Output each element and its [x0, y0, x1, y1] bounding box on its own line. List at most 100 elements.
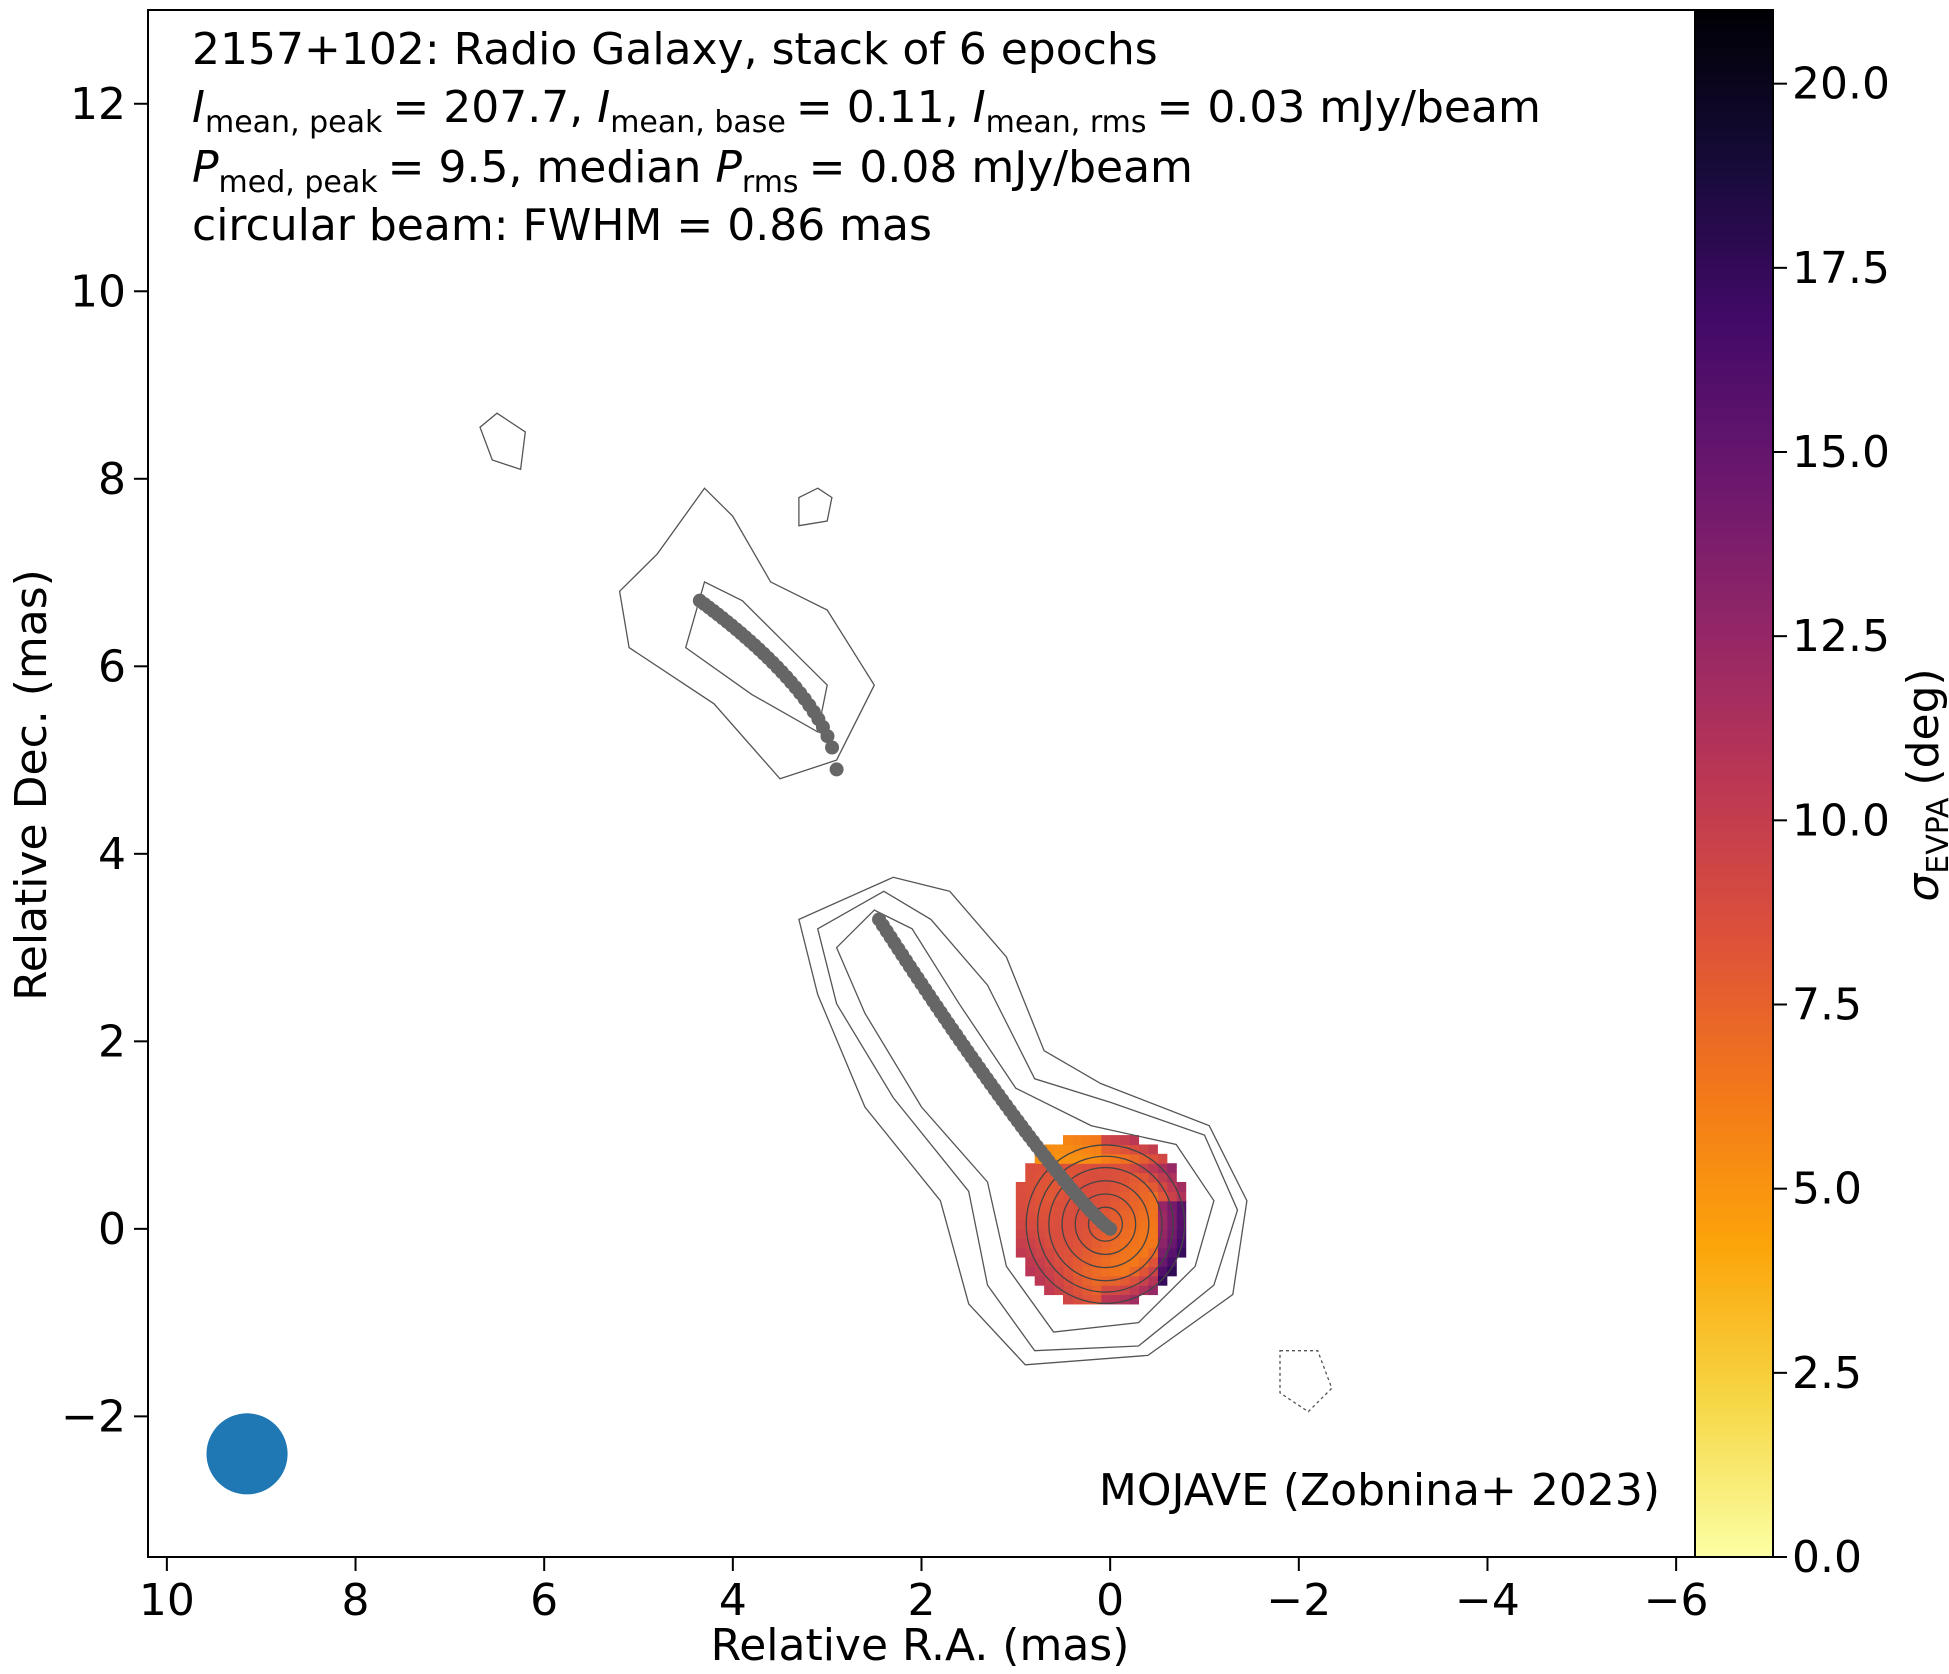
evpa-pixel: [1119, 1228, 1130, 1239]
evpa-pixel: [1166, 1200, 1177, 1211]
evpa-pixel: [1034, 1247, 1045, 1258]
evpa-pixel: [1110, 1256, 1121, 1267]
evpa-pixel: [1110, 1135, 1121, 1146]
evpa-pixel: [1147, 1266, 1158, 1277]
evpa-pixel: [1129, 1172, 1140, 1183]
evpa-pixel: [1025, 1228, 1036, 1239]
evpa-pixel: [1100, 1144, 1111, 1155]
evpa-pixel: [1034, 1275, 1045, 1286]
y-tick-label: −2: [61, 1391, 126, 1442]
contour-line: [1087, 1206, 1124, 1242]
evpa-pixel: [1091, 1238, 1102, 1249]
evpa-pixel: [1166, 1247, 1177, 1258]
contour-line: [1279, 1350, 1333, 1413]
ridge-point: [825, 740, 840, 755]
evpa-pixel: [1119, 1275, 1130, 1286]
x-tick-label: 4: [719, 1575, 747, 1626]
colorbar-tick-label: 12.5: [1792, 611, 1890, 662]
evpa-pixel: [1072, 1275, 1083, 1286]
evpa-pixel: [1147, 1247, 1158, 1258]
y-tick-label: 12: [70, 79, 126, 130]
evpa-pixel: [1015, 1247, 1026, 1258]
evpa-pixel: [1129, 1275, 1140, 1286]
evpa-pixel: [1044, 1200, 1055, 1211]
evpa-pixel: [1053, 1247, 1064, 1258]
evpa-pixel: [1091, 1144, 1102, 1155]
evpa-pixel: [1147, 1153, 1158, 1164]
y-tick-label: 4: [98, 829, 126, 880]
evpa-pixel: [1138, 1181, 1149, 1192]
evpa-pixel: [1062, 1266, 1074, 1277]
contour-line: [684, 580, 828, 733]
evpa-pixel: [1157, 1172, 1168, 1183]
y-tick-label: 8: [98, 454, 126, 505]
evpa-pixel: [1176, 1200, 1187, 1211]
y-tick-label: 6: [98, 641, 126, 692]
evpa-pixel: [1129, 1144, 1140, 1155]
contour-line: [835, 909, 1215, 1333]
evpa-pixel: [1129, 1200, 1140, 1211]
evpa-pixel: [1025, 1200, 1036, 1211]
colorbar-label: σEVPA(deg): [1898, 668, 1949, 901]
evpa-pixel: [1147, 1191, 1158, 1202]
evpa-pixel: [1044, 1144, 1055, 1155]
evpa-pixel: [1147, 1210, 1158, 1221]
evpa-pixel: [1044, 1172, 1055, 1183]
evpa-pixel: [1034, 1181, 1045, 1192]
evpa-pixel: [1053, 1285, 1064, 1296]
evpa-pixel: [1110, 1144, 1121, 1155]
evpa-pixel: [1081, 1275, 1092, 1286]
evpa-pixel: [1081, 1181, 1092, 1192]
colorbar-tick-label: 17.5: [1792, 243, 1890, 294]
evpa-pixel: [1157, 1191, 1168, 1202]
evpa-pixel: [1138, 1210, 1149, 1221]
evpa-pixel: [1062, 1228, 1074, 1239]
evpa-pixel: [1072, 1172, 1083, 1183]
evpa-pixel: [1138, 1191, 1149, 1202]
evpa-pixel: [1157, 1238, 1168, 1249]
evpa-pixel: [1119, 1210, 1130, 1221]
evpa-pixel: [1119, 1191, 1130, 1202]
colorbar-tick-label: 7.5: [1792, 980, 1862, 1031]
ridge-point: [829, 762, 844, 777]
evpa-pixel: [1062, 1210, 1074, 1221]
evpa-pixel: [1044, 1285, 1055, 1296]
contour-line: [1025, 1144, 1186, 1305]
evpa-pixel: [1100, 1266, 1111, 1277]
evpa-pixel: [1062, 1238, 1074, 1249]
evpa-pixel: [1072, 1266, 1083, 1277]
x-tick-label: 2: [908, 1575, 936, 1626]
evpa-pixel: [1119, 1135, 1130, 1146]
evpa-pixel: [1166, 1266, 1177, 1277]
evpa-pixel: [1091, 1135, 1102, 1146]
evpa-pixel: [1110, 1266, 1121, 1277]
evpa-pixel: [1072, 1219, 1083, 1230]
contour-line: [618, 487, 876, 780]
evpa-pixel: [1062, 1135, 1074, 1146]
evpa-pixel: [1129, 1153, 1140, 1164]
colorbar-tick-label: 10.0: [1792, 795, 1890, 846]
contour-line: [479, 412, 526, 471]
evpa-pixel: [1147, 1200, 1158, 1211]
evpa-pixel: [1100, 1285, 1111, 1296]
evpa-pixel: [1034, 1191, 1045, 1202]
evpa-pixel: [1110, 1238, 1121, 1249]
x-tick-label: 0: [1096, 1575, 1124, 1626]
evpa-pixel: [1053, 1256, 1064, 1267]
evpa-pixel: [1100, 1200, 1111, 1211]
evpa-pixel: [1100, 1191, 1111, 1202]
evpa-pixel: [1157, 1266, 1168, 1277]
contour-line: [816, 890, 1239, 1352]
y-tick-label: 10: [70, 266, 126, 317]
evpa-pixel: [1166, 1191, 1177, 1202]
polarization-stats: Pmed, peak = 9.5, median Prms = 0.08 mJy/b…: [192, 142, 1193, 200]
evpa-pixel: [1147, 1219, 1158, 1230]
evpa-pixel: [1138, 1219, 1149, 1230]
x-axis-label: Relative R.A. (mas): [711, 1620, 1130, 1671]
evpa-pixel: [1110, 1181, 1121, 1192]
evpa-pixel: [1025, 1210, 1036, 1221]
x-tick-label: 6: [530, 1575, 558, 1626]
evpa-pixel: [1176, 1210, 1187, 1221]
evpa-pixel: [1081, 1266, 1092, 1277]
plot-area: [148, 10, 1695, 1557]
